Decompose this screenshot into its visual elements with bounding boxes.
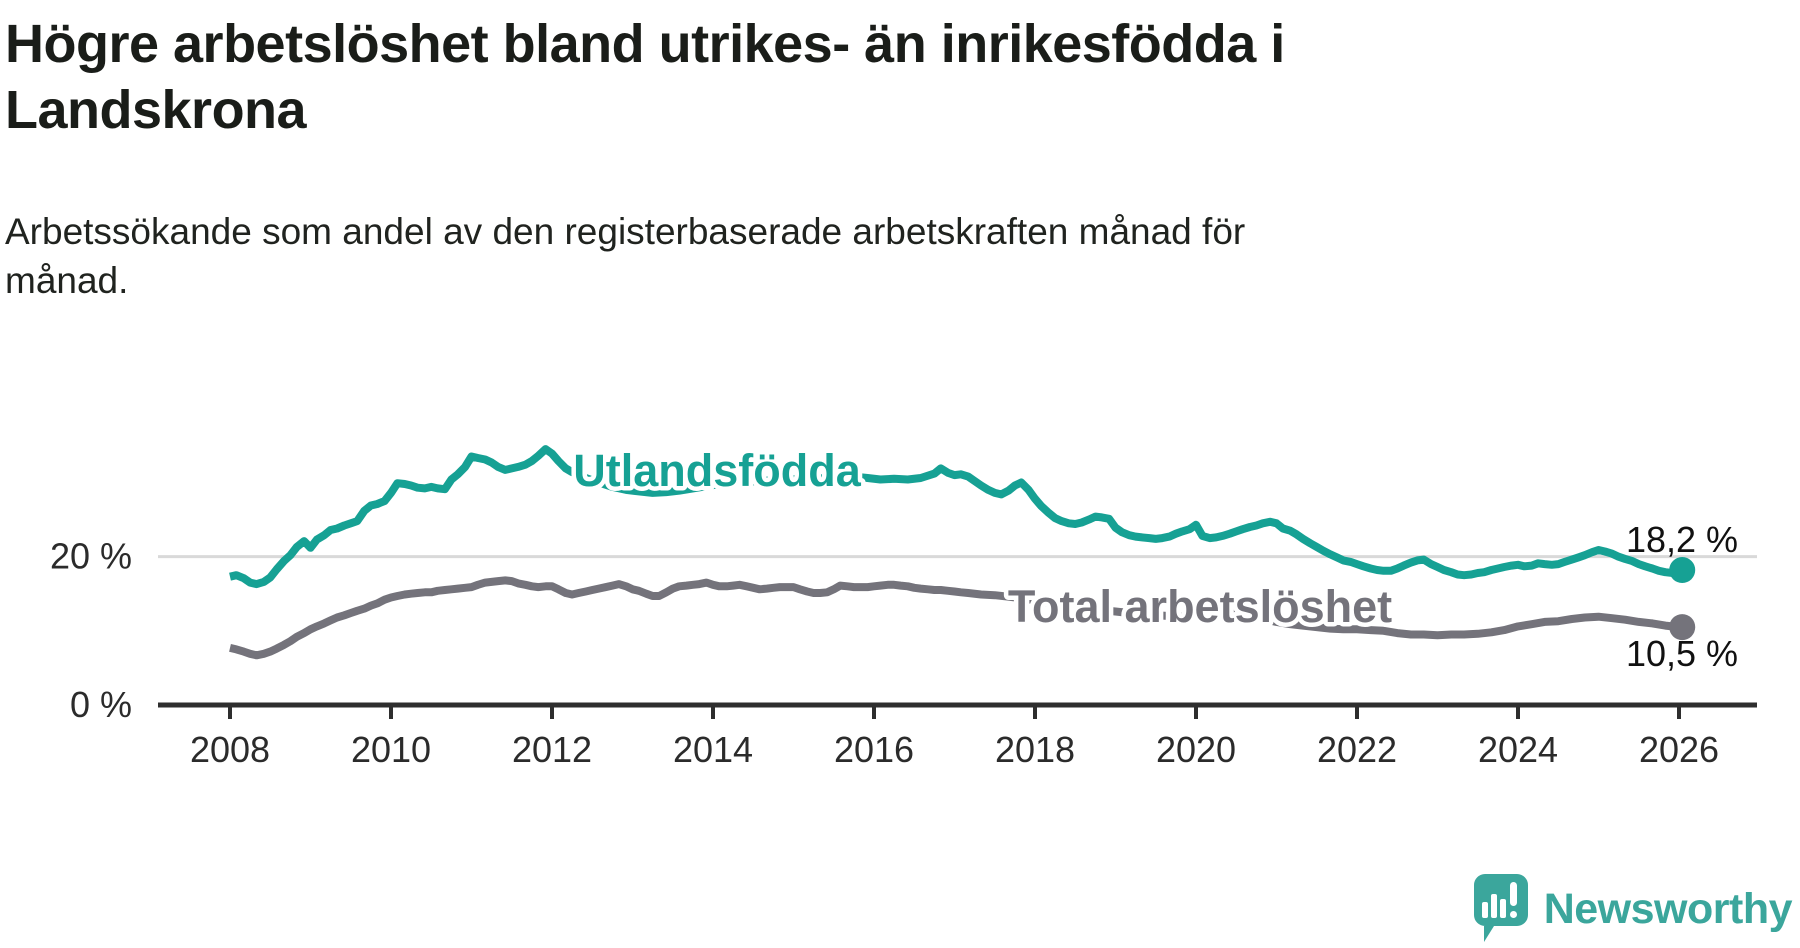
- chart-subtitle-line1: Arbetssökande som andel av den registerb…: [5, 211, 1246, 252]
- page-title: Högre arbetslöshet bland utrikes- än inr…: [5, 12, 1285, 144]
- x-tick-label: 2022: [1317, 729, 1397, 770]
- x-tick-label: 2024: [1478, 729, 1558, 770]
- chart-subtitle-line2: månad.: [5, 259, 129, 301]
- chart-subtitle: Arbetssökande som andel av den registerb…: [5, 208, 1245, 306]
- x-tick-label: 2018: [995, 729, 1075, 770]
- end-value-label-foreign-born: 18,2 %: [1626, 519, 1738, 560]
- y-axis-label-20: 20 %: [50, 536, 132, 577]
- total-end-dot: [1669, 614, 1696, 641]
- foreign-born-line: [229, 445, 1684, 589]
- page-title-line2: Landskrona: [5, 79, 307, 140]
- newsworthy-logo: Newsworthy: [1472, 872, 1793, 946]
- x-tick-label: 2012: [512, 729, 592, 770]
- x-tick-label: 2026: [1639, 729, 1719, 770]
- foreign-born-end-dot: [1669, 557, 1696, 584]
- x-tick-label: 2008: [190, 729, 270, 770]
- end-value-label-total: 10,5 %: [1626, 633, 1738, 674]
- x-axis-tick-labels: 2008 2010 2012 2014 2016 2018 2020 2022 2024 2026: [190, 729, 1719, 770]
- newsworthy-wordmark: Newsworthy: [1543, 884, 1793, 933]
- series-label-total: Total arbetslöshet: [1008, 581, 1392, 632]
- x-tick-label: 2010: [351, 729, 431, 770]
- series-label-foreign-born: Utlandsfödda: [573, 445, 861, 496]
- total-unemployment-line: [229, 576, 1683, 660]
- speech-bubble-bar-chart-icon: [1473, 874, 1528, 942]
- y-axis-label-0: 0 %: [70, 684, 132, 725]
- x-tick-label: 2016: [834, 729, 914, 770]
- x-tick-label: 2020: [1156, 729, 1236, 770]
- x-tick-label: 2014: [673, 729, 753, 770]
- page-title-line1: Högre arbetslöshet bland utrikes- än inr…: [5, 14, 1285, 74]
